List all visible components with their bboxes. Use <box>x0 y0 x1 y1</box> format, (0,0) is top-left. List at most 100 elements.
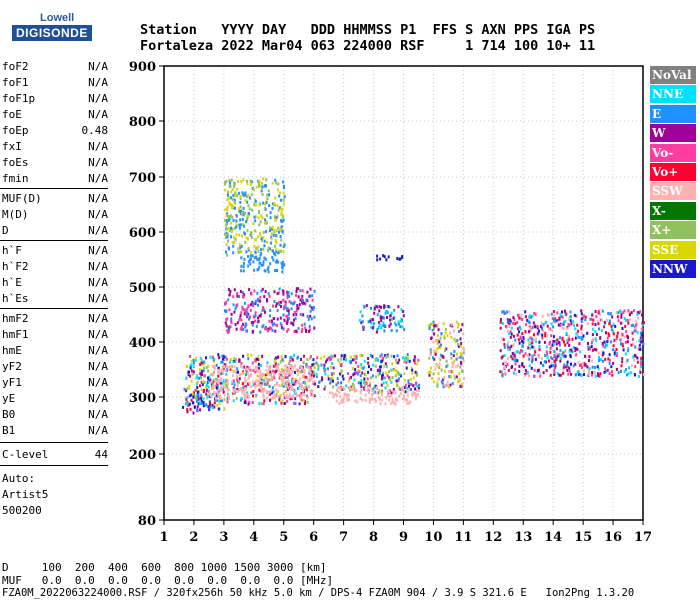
echo-point <box>406 401 409 405</box>
echo-point <box>239 223 242 227</box>
echo-point <box>361 353 364 357</box>
echo-point <box>529 336 532 340</box>
param-row: fmin N/A <box>2 172 108 186</box>
echo-point <box>192 365 195 369</box>
echo-point <box>283 402 286 405</box>
param-key: h`F2 <box>2 260 29 273</box>
echo-point <box>215 396 217 400</box>
logo-text-lowell: Lowell <box>40 12 75 24</box>
echo-point <box>559 323 562 327</box>
echo-point <box>337 381 339 385</box>
echo-point <box>284 355 287 359</box>
echo-point <box>313 371 316 375</box>
echo-point <box>433 327 435 331</box>
echo-point <box>550 364 553 368</box>
echo-point <box>286 296 289 300</box>
echo-point <box>232 185 235 189</box>
echo-point <box>574 349 577 353</box>
echo-point <box>246 200 249 204</box>
echo-point <box>243 401 246 404</box>
echo-point <box>363 377 366 381</box>
echo-point <box>280 355 283 359</box>
echo-point <box>235 225 238 229</box>
y-tick-label: 900 <box>129 60 156 75</box>
echo-point <box>258 223 261 227</box>
echo-point <box>302 375 304 379</box>
echo-point <box>272 304 274 308</box>
echo-point <box>302 398 305 402</box>
echo-point <box>641 323 644 327</box>
echo-point <box>248 374 250 378</box>
echo-point <box>226 227 229 231</box>
echo-point <box>396 384 399 388</box>
echo-point <box>227 239 230 243</box>
echo-point <box>501 322 504 326</box>
echo-point <box>208 401 211 405</box>
echo-point <box>261 216 264 220</box>
echo-point <box>332 366 335 370</box>
echo-point <box>238 209 241 213</box>
echo-point <box>247 371 250 375</box>
echo-point <box>274 218 277 222</box>
echo-point <box>276 389 279 393</box>
echo-point <box>225 180 228 184</box>
echo-point <box>390 391 393 395</box>
echo-point <box>279 316 282 320</box>
echo-point <box>404 398 407 402</box>
echo-point <box>388 390 390 394</box>
echo-point <box>566 339 569 342</box>
echo-point <box>270 237 273 241</box>
echo-point <box>456 338 459 342</box>
echo-point <box>294 378 297 381</box>
echo-point <box>193 405 196 409</box>
echo-point <box>556 338 559 342</box>
echo-point <box>256 374 259 378</box>
echo-point <box>297 387 300 390</box>
echo-point <box>310 369 312 373</box>
echo-point <box>276 382 279 386</box>
echo-point <box>261 287 264 291</box>
echo-point <box>615 348 618 351</box>
echo-point <box>564 343 567 347</box>
echo-point <box>594 374 597 378</box>
echo-point <box>527 346 530 350</box>
echo-point <box>289 397 292 401</box>
panel-divider <box>0 465 108 466</box>
echo-point <box>265 201 268 205</box>
echo-point <box>541 314 544 318</box>
echo-point <box>228 196 231 200</box>
echo-point <box>228 308 231 312</box>
echo-point <box>259 220 262 224</box>
echo-point <box>244 325 247 329</box>
echo-point <box>275 302 278 306</box>
echo-point <box>440 380 443 384</box>
echo-point <box>561 353 564 357</box>
echo-point <box>443 376 446 380</box>
param-value: N/A <box>88 328 108 341</box>
echo-point <box>597 367 600 371</box>
echo-point <box>432 320 435 324</box>
y-tick-label: 80 <box>138 514 156 529</box>
echo-point <box>281 214 284 218</box>
echo-point <box>282 376 285 380</box>
echo-point <box>214 379 217 383</box>
echo-point <box>600 358 602 362</box>
echo-point <box>617 311 620 315</box>
echo-point <box>340 400 343 404</box>
legend-item-x-: X+ <box>650 221 696 240</box>
echo-point <box>442 322 445 326</box>
echo-point <box>531 325 534 329</box>
echo-point <box>579 336 582 340</box>
echo-point <box>237 207 240 211</box>
echo-point <box>374 304 377 308</box>
echo-point <box>544 354 547 357</box>
echo-point <box>399 374 402 378</box>
echo-point <box>624 340 627 344</box>
echo-point <box>429 349 432 353</box>
echo-point <box>275 365 278 369</box>
echo-point <box>411 371 414 375</box>
echo-point <box>237 180 239 184</box>
echo-point <box>260 385 263 389</box>
echo-point <box>203 388 205 392</box>
echo-point <box>511 365 514 369</box>
